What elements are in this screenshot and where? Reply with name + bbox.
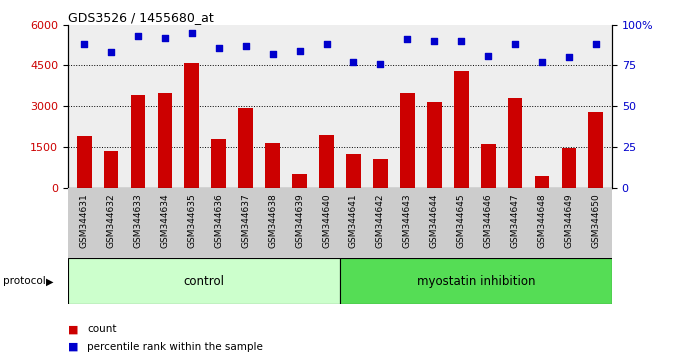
Text: GSM344648: GSM344648	[537, 193, 547, 248]
Bar	[211, 139, 226, 188]
Point	[186, 30, 197, 36]
Bar	[103, 151, 118, 188]
Point	[564, 55, 575, 60]
Point	[509, 41, 520, 47]
Text: protocol: protocol	[3, 276, 46, 286]
Text: GSM344649: GSM344649	[564, 193, 573, 248]
Text: GSM344646: GSM344646	[483, 193, 492, 248]
Point	[160, 35, 171, 41]
Text: GSM344642: GSM344642	[376, 193, 385, 248]
Point	[133, 33, 143, 39]
Bar	[340, 258, 612, 304]
Text: percentile rank within the sample: percentile rank within the sample	[87, 342, 263, 352]
Bar	[588, 112, 603, 188]
Point	[429, 38, 440, 44]
Text: control: control	[184, 275, 224, 288]
Bar	[346, 154, 361, 188]
Text: myostatin inhibition: myostatin inhibition	[417, 275, 535, 288]
Bar	[562, 148, 577, 188]
Point	[214, 45, 224, 50]
Text: GSM344640: GSM344640	[322, 193, 331, 248]
Point	[105, 50, 116, 55]
Bar	[508, 98, 522, 188]
Text: GSM344633: GSM344633	[133, 193, 143, 248]
Bar	[238, 108, 253, 188]
Bar	[184, 63, 199, 188]
Bar	[319, 135, 334, 188]
Text: GSM344637: GSM344637	[241, 193, 250, 248]
Text: GDS3526 / 1455680_at: GDS3526 / 1455680_at	[68, 11, 214, 24]
Bar	[373, 159, 388, 188]
Text: ▶: ▶	[46, 276, 54, 286]
Text: GSM344647: GSM344647	[511, 193, 520, 248]
Text: GSM344643: GSM344643	[403, 193, 412, 248]
Point	[375, 61, 386, 67]
Point	[590, 41, 601, 47]
Bar	[427, 102, 442, 188]
Bar	[77, 136, 92, 188]
Point	[483, 53, 494, 58]
Text: GSM344639: GSM344639	[295, 193, 304, 248]
Bar	[131, 95, 146, 188]
Bar	[454, 71, 469, 188]
Text: GSM344645: GSM344645	[457, 193, 466, 248]
Text: GSM344632: GSM344632	[107, 193, 116, 248]
Text: ■: ■	[68, 342, 78, 352]
Bar	[534, 176, 549, 188]
Text: GSM344631: GSM344631	[80, 193, 88, 248]
Text: GSM344650: GSM344650	[592, 193, 600, 248]
Text: GSM344636: GSM344636	[214, 193, 223, 248]
Text: GSM344641: GSM344641	[349, 193, 358, 248]
Bar	[68, 258, 340, 304]
Point	[321, 41, 332, 47]
Point	[402, 36, 413, 42]
Point	[456, 38, 466, 44]
Point	[267, 51, 278, 57]
Text: ■: ■	[68, 324, 78, 334]
Text: count: count	[87, 324, 116, 334]
Point	[294, 48, 305, 54]
Text: GSM344635: GSM344635	[188, 193, 197, 248]
Bar	[158, 93, 172, 188]
Text: GSM344638: GSM344638	[268, 193, 277, 248]
Bar	[400, 93, 415, 188]
Point	[537, 59, 547, 65]
Text: GSM344644: GSM344644	[430, 193, 439, 248]
Point	[348, 59, 359, 65]
Point	[240, 43, 251, 49]
Bar	[481, 144, 496, 188]
Text: GSM344634: GSM344634	[160, 193, 169, 248]
Bar	[265, 143, 280, 188]
Bar	[292, 174, 307, 188]
Point	[79, 41, 90, 47]
